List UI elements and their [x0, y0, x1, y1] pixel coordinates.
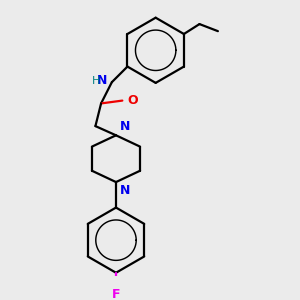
Text: F: F: [112, 288, 120, 300]
Text: N: N: [119, 120, 130, 133]
Text: N: N: [119, 184, 130, 197]
Text: N: N: [96, 74, 107, 87]
Text: H: H: [92, 76, 100, 86]
Text: O: O: [128, 94, 138, 107]
